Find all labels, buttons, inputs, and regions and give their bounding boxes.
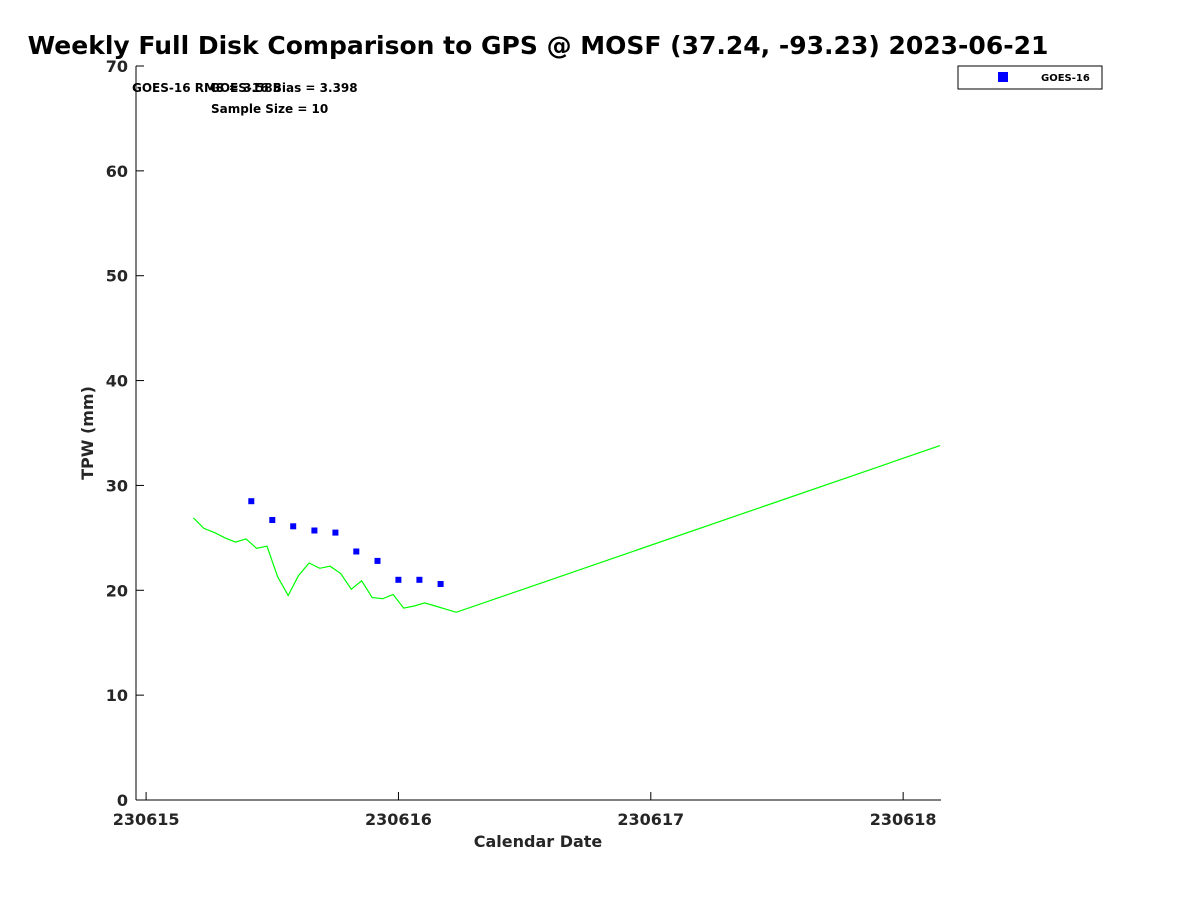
y-tick-label: 0: [117, 791, 128, 810]
goes-16-point: [311, 527, 318, 534]
goes-16-point: [353, 548, 360, 555]
goes-16-series: [248, 498, 444, 587]
y-tick-label: 20: [106, 581, 128, 600]
y-tick-label: 50: [106, 267, 128, 286]
y-tick-label: 10: [106, 686, 128, 705]
goes-16-point: [332, 529, 339, 536]
bias-annotation: GOES-16 Bias = 3.398: [210, 81, 358, 95]
y-tick-label: 40: [106, 372, 128, 391]
goes-16-point: [437, 581, 444, 587]
x-tick-label: 230617: [617, 810, 684, 829]
goes-16-point: [374, 557, 381, 564]
y-axis-title: TPW (mm): [78, 386, 97, 480]
x-axis-title: Calendar Date: [474, 832, 603, 851]
x-ticks: 230615 230616 230617 230618: [113, 792, 937, 829]
sample-size-annotation: Sample Size = 10: [211, 102, 328, 116]
y-tick-label: 70: [106, 57, 128, 76]
y-tick-label: 30: [106, 476, 128, 495]
legend-label-goes-16: GOES-16: [1041, 73, 1090, 84]
goes-16-point: [290, 523, 297, 530]
goes-16-point: [395, 576, 402, 583]
legend-marker-goes-16: [998, 72, 1008, 82]
legend: GOES-16: [957, 65, 1103, 90]
goes-16-point: [416, 576, 423, 583]
chart-title: Weekly Full Disk Comparison to GPS @ MOS…: [28, 31, 1049, 60]
goes-16-point: [269, 517, 276, 523]
x-tick-label: 230616: [365, 810, 432, 829]
goes-16-point: [248, 498, 255, 505]
x-tick-label: 230618: [870, 810, 937, 829]
legend-box: [957, 65, 1103, 90]
gps-line: [193, 445, 941, 613]
x-tick-label: 230615: [113, 810, 180, 829]
y-tick-label: 60: [106, 162, 128, 181]
axes: [135, 66, 941, 801]
gps-series: [193, 445, 941, 613]
rms-annotation: GOES-16 RMS = 3.585: [132, 81, 281, 95]
y-ticks: 0 10 20 30 40 50 60 70: [106, 57, 144, 810]
